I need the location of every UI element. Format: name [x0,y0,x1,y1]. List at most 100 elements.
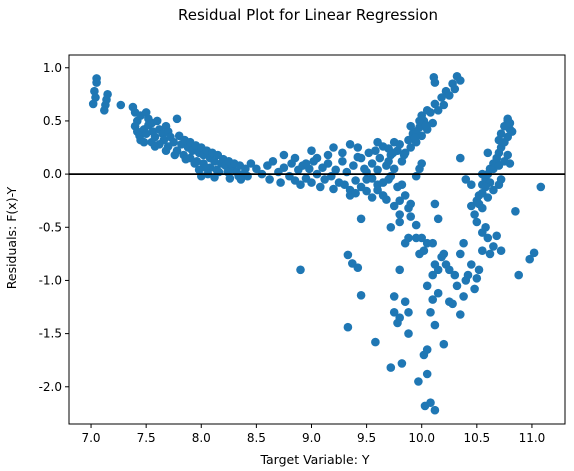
data-point [384,157,393,166]
data-point [406,199,416,209]
data-point [389,164,399,174]
data-point [351,188,360,198]
data-point [529,248,539,258]
data-point [456,153,465,163]
data-point [210,157,219,166]
data-point [406,121,416,131]
data-point [474,265,484,275]
data-point [496,246,506,255]
data-point [410,133,420,143]
data-point [351,176,360,185]
data-point [400,191,410,200]
data-point [296,180,305,189]
data-point [404,135,413,145]
data-point [367,159,377,168]
data-point [404,308,413,317]
data-point [367,193,377,202]
data-point [395,313,405,323]
data-point [514,270,523,280]
data-point [340,180,349,189]
data-point [470,284,479,294]
data-point [329,143,338,152]
data-point [362,167,371,177]
data-point [386,171,396,181]
data-point [428,295,438,304]
y-tick-label: -1.5 [39,327,62,341]
data-point [478,246,487,255]
data-point [395,140,405,149]
data-point [421,120,431,130]
data-point [452,281,462,291]
data-point [472,217,482,227]
data-point [389,292,399,301]
data-point [214,167,224,177]
data-point [116,100,126,110]
data-point [276,178,285,187]
plot-area-frame [68,54,566,425]
data-point [395,217,405,227]
points-layer [88,72,546,415]
data-point [307,146,316,155]
data-point [417,233,427,243]
data-point [404,329,413,338]
data-point [141,129,151,138]
data-point [389,308,399,317]
data-point [265,175,274,184]
data-point [150,142,160,151]
data-point [426,398,435,408]
data-point [507,127,517,136]
data-point [225,174,235,183]
data-point [494,135,504,145]
data-point [345,140,355,149]
data-point [429,73,439,82]
x-axis: 7.0 7.5 8.0 8.5 9.0 9.5 10.0 10.5 11.0 [81,424,545,445]
data-point [279,163,289,172]
data-point [362,186,371,196]
data-point [320,175,330,184]
data-point [353,143,363,152]
data-point [343,250,353,260]
data-point [296,265,305,275]
data-point [356,153,366,163]
data-point [450,84,460,94]
y-tick-label: -1.0 [39,273,62,287]
data-point [349,161,358,170]
data-point [414,377,423,386]
data-point [172,114,182,124]
data-point [485,249,495,259]
data-point [404,233,413,243]
y-axis: 1.0 0.5 0.0 -0.5 -1.0 -1.5 -2.0 [39,61,69,394]
data-point [161,146,171,155]
data-point [353,263,363,273]
data-point [397,180,407,189]
data-point [338,148,347,158]
data-point [483,148,493,158]
data-point [246,159,256,168]
data-point [494,180,504,189]
data-point [356,214,366,224]
data-point [375,153,385,163]
data-point [241,164,250,174]
data-point [312,153,322,163]
data-point [181,154,191,164]
x-tick-label: 8.0 [192,431,211,445]
data-point [406,143,416,152]
data-point [92,78,101,87]
data-point [307,178,316,187]
data-point [378,191,388,200]
data-point [439,249,449,259]
data-point [433,214,443,224]
data-point [456,249,465,259]
data-point [428,118,438,128]
data-point [395,196,405,205]
data-point [343,322,353,332]
data-point [467,201,476,211]
data-point [170,150,180,160]
data-point [505,118,515,128]
data-point [450,270,460,280]
data-point [373,165,382,175]
data-point [422,281,432,291]
data-point [279,150,289,160]
data-point [481,182,490,192]
